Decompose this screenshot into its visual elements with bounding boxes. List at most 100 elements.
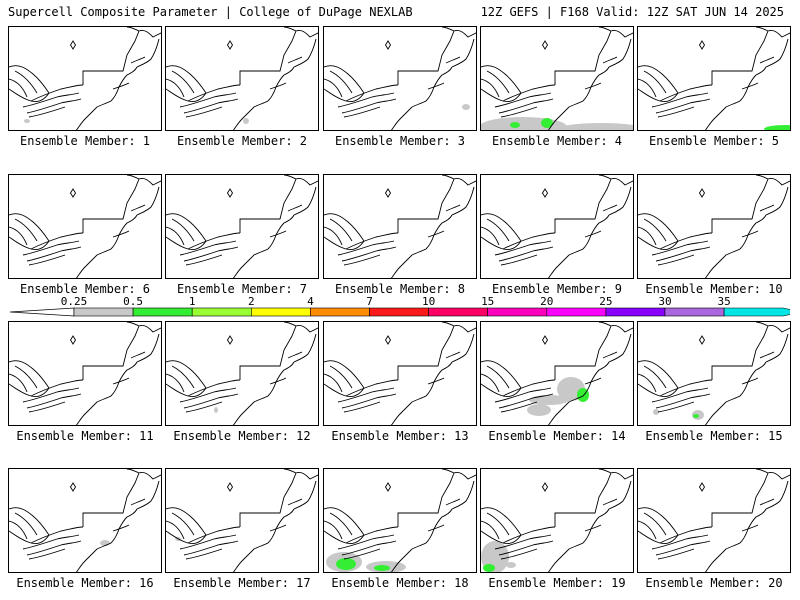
- legend-color-bin: [723, 307, 790, 317]
- basemap-boundary: [608, 480, 632, 510]
- basemap-boundary: [166, 520, 185, 540]
- basemap-boundary: [500, 548, 538, 560]
- basemap-boundary: [82, 472, 161, 527]
- basemap-boundary: [441, 469, 455, 474]
- legend-color-bin: [251, 307, 311, 317]
- basemap-boundary: [755, 175, 769, 180]
- basemap-boundary: [502, 84, 556, 102]
- basemap-boundary: [655, 540, 711, 556]
- basemap-boundary: [765, 38, 789, 68]
- legend-color-bin: [664, 307, 725, 317]
- basemap-boundary: [324, 520, 343, 540]
- scp-shading-gray: [653, 409, 659, 415]
- basemap-boundary: [481, 520, 500, 540]
- basemap-boundary: [341, 540, 397, 556]
- basemap-boundary: [130, 56, 146, 64]
- basemap-boundary: [602, 204, 618, 212]
- basemap-boundary: [9, 226, 28, 246]
- diamond-marker-icon: [226, 188, 234, 198]
- scp-shading-gray: [529, 395, 569, 405]
- diamond-marker-icon: [541, 40, 549, 50]
- scp-shading-gray: [527, 404, 551, 416]
- basemap-boundary: [324, 78, 343, 98]
- diamond-marker-icon: [69, 482, 77, 492]
- scp-shading-gray: [214, 407, 218, 413]
- map-svg: [166, 27, 318, 130]
- basemap-boundary: [643, 70, 667, 94]
- scp-shading-gray: [243, 118, 249, 124]
- basemap-boundary: [441, 175, 455, 180]
- basemap-boundary: [547, 248, 584, 278]
- member-caption: Ensemble Member: 11: [16, 429, 154, 443]
- map-svg: [166, 175, 318, 278]
- basemap-boundary: [425, 508, 453, 544]
- basemap-boundary: [187, 526, 241, 544]
- basemap-boundary: [82, 30, 161, 85]
- basemap-boundary: [494, 92, 552, 108]
- basemap-boundary: [427, 377, 445, 385]
- map-svg: [324, 322, 476, 425]
- basemap-boundary: [608, 186, 632, 216]
- basemap-boundary: [126, 322, 140, 327]
- basemap-boundary: [287, 204, 303, 212]
- basemap-boundary: [283, 322, 297, 327]
- legend-color-bin: [310, 307, 370, 317]
- color-scale-legend: 0.25 0.5 1 2 4 7 10 15 20 25 30 35: [10, 295, 790, 317]
- basemap-boundary: [26, 540, 82, 556]
- scp-shading-green: [577, 388, 589, 402]
- member-caption: Ensemble Member: 3: [334, 134, 466, 148]
- basemap-boundary: [651, 92, 709, 108]
- basemap-boundary: [337, 92, 395, 108]
- basemap-boundary: [126, 175, 140, 180]
- diamond-marker-icon: [69, 40, 77, 50]
- basemap-boundary: [293, 186, 317, 216]
- basemap-boundary: [582, 508, 610, 544]
- basemap-boundary: [598, 27, 612, 32]
- map-panel-member-14: [480, 321, 634, 426]
- basemap-boundary: [445, 204, 461, 212]
- basemap-boundary: [126, 469, 140, 474]
- scp-shading-green: [510, 122, 520, 128]
- basemap-boundary: [445, 56, 461, 64]
- basemap-boundary: [759, 56, 775, 64]
- map-svg: [481, 27, 633, 130]
- basemap-boundary: [704, 100, 741, 130]
- basemap-boundary: [486, 70, 510, 94]
- basemap-boundary: [711, 30, 790, 85]
- basemap-boundary: [287, 498, 303, 506]
- legend-color-bin: [73, 307, 134, 317]
- map-svg: [638, 322, 790, 425]
- basemap-boundary: [397, 178, 476, 233]
- basemap-boundary: [582, 66, 610, 102]
- member-caption: Ensemble Member: 20: [645, 576, 783, 590]
- basemap-boundary: [498, 246, 554, 262]
- basemap-boundary: [14, 365, 38, 389]
- map-panel-member-10: [637, 174, 791, 279]
- basemap-boundary: [136, 480, 160, 510]
- basemap-boundary: [655, 246, 711, 262]
- basemap-boundary: [232, 248, 269, 278]
- map-svg: [9, 27, 161, 130]
- member-caption: Ensemble Member: 7: [176, 282, 308, 296]
- basemap-boundary: [741, 82, 759, 90]
- basemap-boundary: [112, 230, 130, 238]
- basemap-boundary: [30, 84, 84, 102]
- basemap-boundary: [486, 365, 510, 389]
- basemap-boundary: [75, 395, 112, 425]
- diamond-marker-icon: [698, 40, 706, 50]
- basemap-boundary: [283, 469, 297, 474]
- basemap-boundary: [390, 248, 427, 278]
- basemap-boundary: [267, 361, 295, 397]
- scp-shading-gray: [561, 123, 633, 130]
- basemap-boundary: [425, 214, 453, 250]
- basemap-boundary: [494, 534, 552, 550]
- member-caption: Ensemble Member: 15: [645, 429, 783, 443]
- map-panel-member-1: [8, 26, 162, 131]
- member-caption: Ensemble Member: 16: [16, 576, 154, 590]
- basemap-boundary: [26, 393, 82, 409]
- basemap-boundary: [293, 38, 317, 68]
- basemap-boundary: [341, 393, 397, 409]
- basemap-boundary: [337, 534, 395, 550]
- basemap-boundary: [582, 214, 610, 250]
- basemap-boundary: [14, 218, 38, 242]
